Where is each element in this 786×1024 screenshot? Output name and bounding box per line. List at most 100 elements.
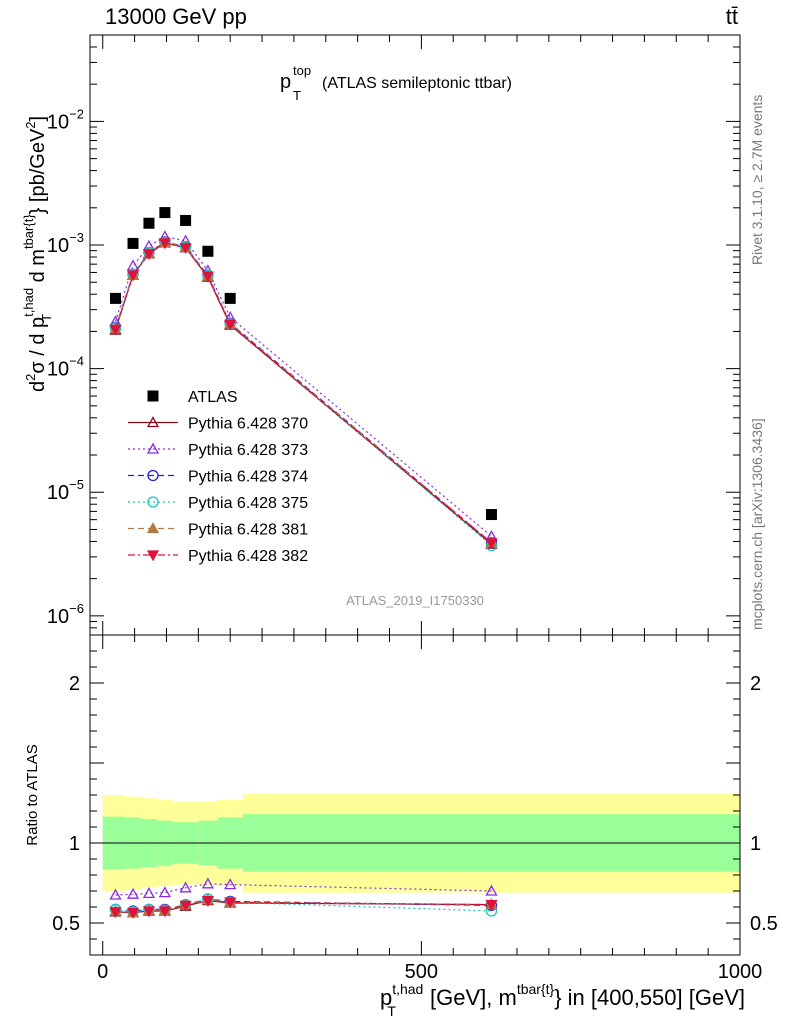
- main-y-tick-label-4: 10−2: [47, 106, 84, 133]
- tick-exponent: −3: [69, 230, 84, 245]
- ratio-x-tick-label-2: 1000: [718, 961, 763, 983]
- xlabel-part-b-sup: tbar{t}: [517, 981, 555, 997]
- legend-pythia-6-428-373-marker: [146, 442, 160, 454]
- main-atlas-point-4: [180, 214, 192, 226]
- ratio-pythia-6-428-382-point-3: [158, 906, 171, 918]
- main-pythia-6-428-382-point-3: [158, 238, 171, 250]
- ratio-pythia-6-428-382-point-6: [224, 897, 237, 909]
- main-pythia-6-428-382-point-6: [224, 319, 237, 331]
- main-atlas-point-1: [127, 237, 139, 249]
- title-sup: top: [293, 63, 311, 78]
- ratio-y-tick-label-right-2: 2: [750, 673, 761, 695]
- xlabel-part-a-sub: T: [387, 1003, 396, 1019]
- legend-pythia-6-428-382-marker: [146, 550, 160, 562]
- tick-base: 10: [47, 606, 69, 628]
- ylabel-part-d: } [pb/GeV: [27, 128, 49, 214]
- tick-base: 10: [47, 482, 69, 504]
- main-y-ticks: 10−610−510−410−310−2: [47, 34, 740, 636]
- ylabel-part-e: ]: [27, 116, 49, 122]
- ylabel-part-a: d: [27, 381, 49, 392]
- ratio-pythia-6-428-382-point-5: [201, 895, 214, 907]
- tick-exponent: −4: [69, 354, 84, 369]
- main-y-tick-label-3: 10−3: [47, 230, 84, 257]
- legend-atlas-marker: [147, 390, 159, 402]
- plot-title: p: [280, 71, 291, 93]
- ylabel-part-c: d m: [27, 249, 49, 288]
- mcplots-label: mcplots.cern.ch [arXiv:1306.3436]: [749, 418, 765, 630]
- legend-pythia-6-428-375-label: Pythia 6.428 375: [188, 495, 308, 512]
- main-y-label: d2σ / d pt,hadT d mtbar{t}} [pb/GeV2]: [21, 116, 54, 392]
- legend-pythia-6-428-374-marker: [147, 469, 159, 482]
- ylabel-part-d-sup: 2: [23, 121, 38, 128]
- title-sub: T: [293, 88, 301, 103]
- main-data-marks: [109, 207, 498, 552]
- ratio-y-tick-label-right-0: 0.5: [750, 913, 778, 935]
- main-atlas-point-3: [159, 207, 171, 219]
- main-pythia-6-428-382-point-5: [201, 271, 214, 283]
- tick-base: 10: [47, 235, 69, 257]
- ratio-pythia-6-428-373-point-7: [485, 884, 498, 896]
- legend-pythia-6-428-382-label: Pythia 6.428 382: [188, 548, 308, 565]
- main-y-tick-label-2: 10−4: [47, 354, 84, 381]
- ratio-pythia-6-428-382-point-7: [485, 899, 498, 911]
- ratio-pythia-6-428-370-line: [115, 899, 492, 914]
- ylabel-part-b-sup: t,had: [21, 288, 36, 317]
- main-atlas-point-7: [485, 509, 497, 521]
- legend-pythia-6-428-370-marker: [146, 416, 160, 428]
- ratio-pythia-6-428-382-point-2: [142, 906, 156, 918]
- main-atlas-point-5: [202, 245, 214, 257]
- legend-pythia-6-428-381-marker: [146, 522, 160, 534]
- ratio-pythia-6-428-381-line: [115, 899, 492, 914]
- ratio-pythia-6-428-382-line: [115, 899, 492, 914]
- ratio-pythia-6-428-373-point-6: [224, 878, 237, 890]
- ratio-x-tick-label-0: 0: [97, 961, 108, 983]
- tick-exponent: −6: [69, 601, 84, 616]
- ratio-x-ticks: 0 500 1000: [97, 635, 762, 983]
- ratio-x-tick-label-1: 500: [405, 961, 438, 983]
- ylabel-part-b-sub: T: [39, 314, 54, 322]
- ratio-pythia-6-428-382-point-4: [179, 900, 192, 912]
- ratio-y-tick-label-left-2: 2: [69, 673, 80, 695]
- main-pythia-6-428-382-point-7: [485, 538, 498, 550]
- xlabel-part-a-sup: t,had: [392, 981, 423, 997]
- ratio-y-tick-label-left-1: 1: [69, 833, 80, 855]
- legend-pythia-6-428-381-label: Pythia 6.428 381: [188, 522, 308, 539]
- svg-text:d2σ / d pt,hadT d mtbar{t}} [p: d2σ / d pt,hadT d mtbar{t}} [pb/GeV2]: [21, 116, 54, 392]
- ratio-pythia-6-428-382-point-1: [126, 907, 140, 919]
- main-pythia-6-428-382-point-0: [109, 324, 122, 336]
- main-atlas-point-2: [143, 217, 155, 229]
- xlabel-part-b: [GeV], m: [424, 985, 517, 1010]
- title-main: p: [280, 71, 291, 93]
- main-panel: 10−610−510−410−310−2 p top T (ATLAS semi…: [21, 34, 741, 636]
- legend-pythia-6-428-373-label: Pythia 6.428 373: [188, 442, 308, 459]
- rivet-label: Rivet 3.1.10, ≥ 2.7M events: [749, 95, 765, 265]
- ratio-pythia-6-428-373-point-0: [109, 888, 122, 900]
- legend-pythia-6-428-374-label: Pythia 6.428 374: [188, 469, 308, 486]
- ratio-pythia-6-428-373-point-3: [158, 886, 171, 898]
- ratio-pythia-6-428-373-point-4: [179, 881, 192, 893]
- collision-label: 13000 GeV pp: [105, 4, 247, 29]
- tick-base: 10: [47, 359, 69, 381]
- main-x-ticks: [102, 35, 741, 635]
- tick-exponent: −2: [69, 106, 84, 121]
- ratio-pythia-6-428-373-point-5: [201, 877, 214, 889]
- ratio-x-label: pt,had T [GeV], mtbar{t}} in [400,550] [G…: [380, 981, 745, 1019]
- xlabel-part-a: p: [380, 985, 392, 1010]
- ratio-pythia-6-428-382-point-0: [109, 907, 122, 919]
- ratio-panel: 0.5 0.5 1 1 2 2 0 500 1000 Ratio to ATLAS pt,ha…: [24, 634, 778, 1019]
- ratio-pythia-6-428-373-point-2: [142, 887, 156, 899]
- main-pythia-6-428-373-point-1: [126, 259, 140, 271]
- legend: ATLAS Pythia 6.428 370 Pythia 6.428 373 Pyt…: [128, 389, 308, 565]
- legend-pythia-6-428-375-marker: [147, 496, 159, 508]
- tick-exponent: −5: [69, 477, 84, 492]
- ratio-y-tick-label-right-1: 1: [750, 833, 761, 855]
- process-label: tt̄: [726, 4, 738, 29]
- xlabel-part-c: } in [400,550] [GeV]: [554, 985, 745, 1010]
- legend-atlas-label: ATLAS: [188, 389, 238, 406]
- main-y-tick-label-1: 10−5: [47, 477, 84, 504]
- ratio-y-label: Ratio to ATLAS: [24, 744, 41, 845]
- legend-pythia-6-428-370-label: Pythia 6.428 370: [188, 416, 308, 433]
- main-atlas-point-0: [109, 292, 121, 304]
- ratio-data-marks: [109, 877, 498, 919]
